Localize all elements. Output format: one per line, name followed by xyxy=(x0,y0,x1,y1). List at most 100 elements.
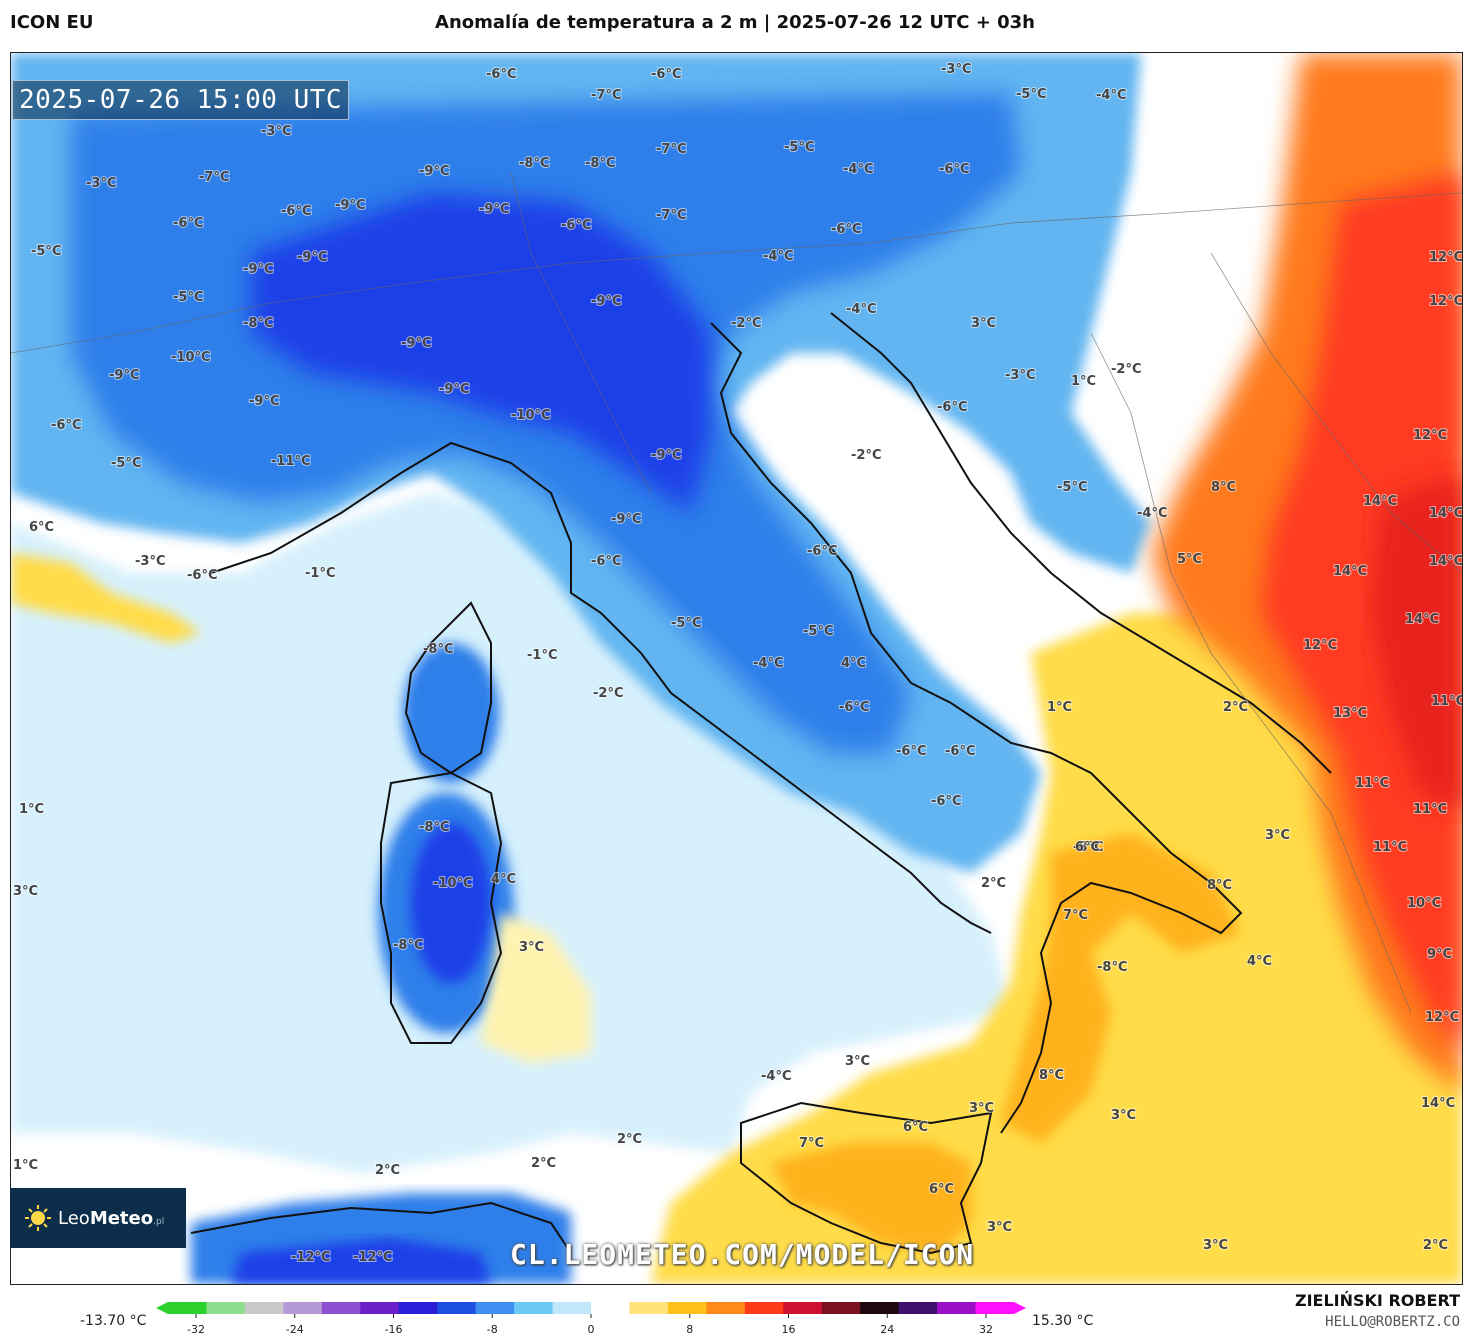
temperature-label: -8°C xyxy=(1097,960,1127,975)
colorbar-segment xyxy=(398,1302,438,1314)
temperature-label: -9°C xyxy=(439,382,469,397)
italy-east-coast xyxy=(710,322,1243,1134)
temperature-label: -6°C xyxy=(187,568,217,583)
temperature-label: 3°C xyxy=(969,1101,994,1116)
temperature-label: -3°C xyxy=(1005,368,1035,383)
anomaly-map[interactable]: -6°C -6°C -3°C -7°C -5°C -4°C -7°C -8°C -8°C -7°C… xyxy=(11,53,1462,1284)
temperature-label: -8°C xyxy=(419,820,449,835)
temperature-label: 2°C xyxy=(1223,700,1248,715)
italy-west-coast xyxy=(210,441,992,934)
temperature-label: -7°C xyxy=(656,142,686,157)
temperature-label: -2°C xyxy=(851,448,881,463)
temperature-label: -5°C xyxy=(671,616,701,631)
border-line xyxy=(11,192,1462,354)
temperature-label: -2°C xyxy=(1111,362,1141,377)
temperature-label: -6°C xyxy=(945,744,975,759)
colorbar-segment xyxy=(514,1302,554,1314)
temperature-label: 8°C xyxy=(1207,878,1232,893)
temperature-label: -9°C xyxy=(651,448,681,463)
colorbar-segment xyxy=(744,1302,784,1314)
africa-coast xyxy=(190,1201,572,1254)
temperature-label: -5°C xyxy=(1057,480,1087,495)
temperature-label: 7°C xyxy=(1063,908,1088,923)
temperature-label: -4°C xyxy=(843,162,873,177)
temperature-label: 11°C xyxy=(1413,802,1447,817)
temperature-label: 12°C xyxy=(1303,638,1337,653)
colorbar-segment xyxy=(860,1302,900,1314)
temperature-label: 3°C xyxy=(13,884,38,899)
corsica-cold xyxy=(403,643,499,783)
colorbar-tick-label: 16 xyxy=(782,1323,796,1336)
map-panel[interactable]: -6°C -6°C -3°C -7°C -5°C -4°C -7°C -8°C -8°C -7°C… xyxy=(10,52,1463,1285)
temperature-label: 10°C xyxy=(1407,896,1441,911)
sun-logo-icon xyxy=(25,1205,51,1231)
colorbar-min-arrow xyxy=(156,1302,168,1314)
cold-deep-zone xyxy=(251,193,711,513)
author-contact: HELLO@ROBERTZ.CO xyxy=(1325,1314,1460,1330)
temperature-label: -8°C xyxy=(585,156,615,171)
colorbar-min-value: -13.70 °C xyxy=(80,1313,147,1329)
warm-faint-zone xyxy=(481,913,591,1063)
borders xyxy=(11,172,1462,1014)
temperature-label: -10°C xyxy=(171,350,211,365)
hot-red-zone xyxy=(1261,173,1462,1053)
temperature-label: -6°C xyxy=(807,544,837,559)
border-line xyxy=(1210,252,1462,574)
temperature-label: -3°C xyxy=(86,176,116,191)
temperature-label: 8°C xyxy=(1211,480,1236,495)
temperature-label: 7°C xyxy=(799,1136,824,1151)
temperature-label: 2°C xyxy=(531,1156,556,1171)
colorbar-segment xyxy=(552,1302,592,1314)
temperature-label: -5°C xyxy=(784,140,814,155)
temperature-label: -4°C xyxy=(1137,506,1167,521)
temperature-label: -6°C xyxy=(561,218,591,233)
sardinia-coast xyxy=(380,771,503,1044)
temperature-label: -9°C xyxy=(401,336,431,351)
sardinia-core xyxy=(411,823,491,983)
temperature-label: 14°C xyxy=(1363,494,1397,509)
temperature-label: -9°C xyxy=(335,198,365,213)
temperature-label: -6°C xyxy=(51,418,81,433)
temperature-label: 9°C xyxy=(1427,947,1452,962)
temperature-label: -5°C xyxy=(31,244,61,259)
temperature-label: -9°C xyxy=(243,262,273,277)
temperature-label: -6°C xyxy=(173,216,203,231)
temperature-label: 1°C xyxy=(13,1158,38,1173)
temperature-label: -10°C xyxy=(511,408,551,423)
temperature-label: 3°C xyxy=(519,940,544,955)
colorbar-max-arrow xyxy=(1014,1302,1026,1314)
colorbar-segment xyxy=(629,1302,669,1314)
temperature-label: 12°C xyxy=(1429,250,1462,265)
temperature-label: -8°C xyxy=(393,938,423,953)
sicily-warm xyxy=(771,1143,971,1253)
temperature-label: -6°C xyxy=(939,162,969,177)
temperature-label: -5°C xyxy=(1016,87,1046,102)
colorbar-segment xyxy=(475,1302,515,1314)
temperature-label: -12°C xyxy=(291,1250,331,1265)
temperature-label: -1°C xyxy=(305,566,335,581)
logo-name-bold: Meteo xyxy=(89,1207,154,1229)
temperature-label: -6°C xyxy=(937,400,967,415)
temperature-label: -2°C xyxy=(731,316,761,331)
colorbar-segment xyxy=(321,1302,361,1314)
temperature-label: -4°C xyxy=(761,1069,791,1084)
colorbar-segment xyxy=(283,1302,323,1314)
map-title: Anomalía de temperatura a 2 m | 2025-07-… xyxy=(435,12,1035,33)
logo-suffix: .pl xyxy=(153,1216,165,1227)
warm-mid-zone xyxy=(1001,833,1241,1143)
border-line xyxy=(510,172,652,494)
leometeo-logo[interactable]: LeoMeteo.pl xyxy=(10,1188,186,1248)
west-warm-coast xyxy=(11,553,201,643)
corsica-coast xyxy=(404,601,492,775)
temperature-label: -8°C xyxy=(243,316,273,331)
temperature-label: -3°C xyxy=(261,124,291,139)
temperature-label: -9°C xyxy=(249,394,279,409)
temperature-label: -6°C xyxy=(486,67,516,82)
colorbar-max-value: 15.30 °C xyxy=(1032,1313,1094,1329)
temperature-label: 2°C xyxy=(617,1132,642,1147)
colorbar-segment xyxy=(783,1302,823,1314)
colorbar-segment xyxy=(898,1302,938,1314)
temperature-label: 14°C xyxy=(1333,564,1367,579)
temperature-label: -3°C xyxy=(135,554,165,569)
temperature-label: 3°C xyxy=(1203,1238,1228,1253)
